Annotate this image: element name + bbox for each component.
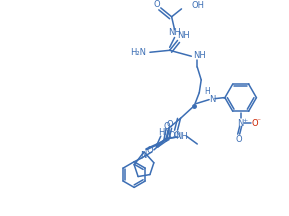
Text: O: O [235,135,242,144]
Text: N: N [140,151,146,160]
Text: NH: NH [168,28,181,37]
Text: NH: NH [193,51,205,60]
Text: N: N [238,119,244,128]
Text: H: H [204,87,210,96]
Text: OH: OH [191,2,204,10]
Text: O: O [163,122,170,131]
Text: NH: NH [175,132,188,141]
Text: O: O [153,0,160,10]
Text: ⁻: ⁻ [256,116,260,125]
Text: +: + [242,118,247,123]
Text: NH: NH [177,31,190,40]
Text: N: N [209,95,215,104]
Text: O: O [147,146,153,155]
Text: O: O [168,131,175,140]
Text: HN: HN [158,128,171,137]
Text: O: O [251,119,258,128]
Text: H₂N: H₂N [130,48,146,57]
Text: O: O [173,131,180,140]
Text: O: O [166,120,173,129]
